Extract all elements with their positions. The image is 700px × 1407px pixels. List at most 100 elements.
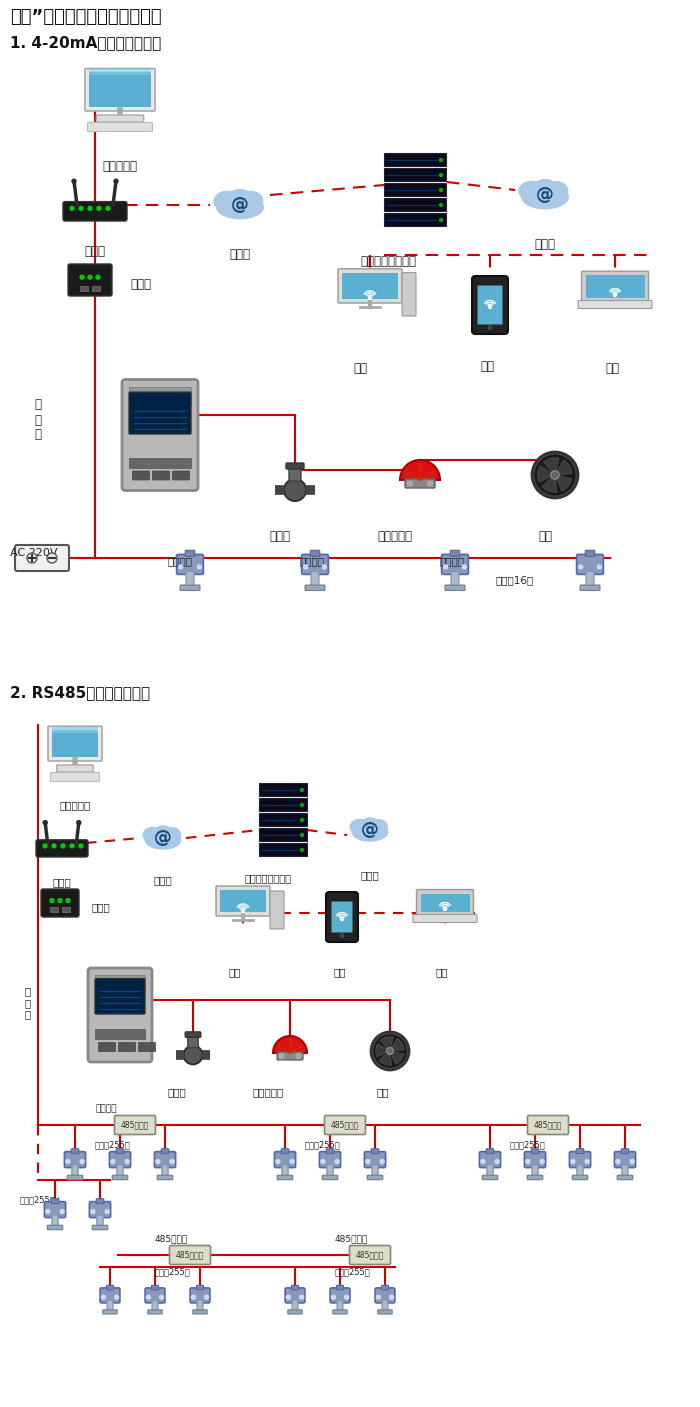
Text: 可连接255台: 可连接255台 — [510, 1140, 546, 1150]
FancyBboxPatch shape — [129, 393, 191, 433]
FancyBboxPatch shape — [288, 1310, 302, 1314]
Text: 485中继器: 485中继器 — [121, 1120, 149, 1130]
Ellipse shape — [154, 826, 172, 839]
FancyBboxPatch shape — [384, 183, 446, 196]
Circle shape — [43, 844, 47, 848]
Text: 终端: 终端 — [435, 967, 448, 976]
FancyBboxPatch shape — [100, 1287, 120, 1303]
Circle shape — [79, 844, 83, 848]
Circle shape — [377, 1296, 380, 1299]
Text: 可连接255台: 可连接255台 — [155, 1266, 190, 1276]
FancyBboxPatch shape — [319, 1151, 341, 1168]
Ellipse shape — [238, 191, 263, 210]
Circle shape — [340, 917, 344, 920]
FancyBboxPatch shape — [71, 1148, 78, 1154]
FancyBboxPatch shape — [176, 554, 204, 574]
FancyBboxPatch shape — [116, 1148, 124, 1154]
Circle shape — [368, 297, 372, 300]
Circle shape — [279, 1054, 284, 1058]
Circle shape — [300, 803, 304, 806]
Circle shape — [300, 1296, 304, 1299]
Circle shape — [60, 1210, 64, 1214]
Wedge shape — [381, 1037, 393, 1051]
FancyBboxPatch shape — [95, 978, 145, 1014]
FancyBboxPatch shape — [371, 1148, 379, 1154]
Circle shape — [88, 207, 92, 211]
Circle shape — [440, 173, 442, 176]
Circle shape — [463, 566, 466, 568]
Circle shape — [52, 844, 56, 848]
FancyBboxPatch shape — [472, 276, 508, 333]
FancyBboxPatch shape — [72, 1165, 78, 1178]
Circle shape — [146, 1296, 150, 1299]
Circle shape — [321, 1159, 325, 1164]
Wedge shape — [555, 460, 572, 476]
Circle shape — [570, 1159, 575, 1164]
FancyBboxPatch shape — [277, 1052, 303, 1059]
Circle shape — [296, 1054, 301, 1058]
Text: 互联网: 互联网 — [153, 875, 172, 885]
Ellipse shape — [162, 827, 181, 841]
Circle shape — [616, 1159, 620, 1164]
FancyBboxPatch shape — [450, 550, 460, 556]
Text: 转换器: 转换器 — [130, 279, 151, 291]
FancyBboxPatch shape — [585, 550, 595, 556]
FancyBboxPatch shape — [332, 902, 353, 933]
FancyBboxPatch shape — [585, 276, 645, 298]
FancyBboxPatch shape — [617, 1175, 633, 1179]
FancyBboxPatch shape — [63, 201, 127, 221]
FancyBboxPatch shape — [326, 892, 358, 943]
FancyBboxPatch shape — [311, 571, 319, 587]
Text: 互联网: 互联网 — [535, 238, 556, 250]
Circle shape — [125, 1159, 129, 1164]
Circle shape — [102, 1296, 106, 1299]
FancyBboxPatch shape — [532, 1165, 538, 1178]
Ellipse shape — [351, 822, 388, 841]
FancyBboxPatch shape — [67, 1175, 83, 1179]
Circle shape — [204, 1296, 209, 1299]
Circle shape — [440, 159, 442, 162]
FancyBboxPatch shape — [524, 1151, 545, 1168]
FancyBboxPatch shape — [582, 272, 648, 303]
FancyBboxPatch shape — [384, 198, 446, 211]
FancyBboxPatch shape — [622, 1148, 629, 1154]
Circle shape — [488, 325, 492, 329]
Circle shape — [178, 566, 183, 568]
Text: 电磁阀: 电磁阀 — [167, 1088, 186, 1097]
Circle shape — [43, 820, 47, 825]
Ellipse shape — [533, 179, 557, 196]
FancyBboxPatch shape — [615, 1151, 636, 1168]
FancyBboxPatch shape — [576, 1148, 584, 1154]
Circle shape — [300, 833, 304, 837]
Circle shape — [300, 788, 304, 792]
Text: 电脑: 电脑 — [229, 967, 241, 976]
Text: 485中继器: 485中继器 — [335, 1234, 368, 1242]
FancyBboxPatch shape — [259, 798, 307, 810]
Text: 风机: 风机 — [538, 530, 552, 543]
FancyBboxPatch shape — [117, 1165, 123, 1178]
FancyBboxPatch shape — [95, 1029, 145, 1038]
Text: 485中继器: 485中继器 — [155, 1234, 188, 1242]
Wedge shape — [273, 1036, 307, 1052]
FancyBboxPatch shape — [50, 908, 58, 912]
FancyBboxPatch shape — [372, 1165, 378, 1178]
FancyBboxPatch shape — [190, 1287, 210, 1303]
Circle shape — [597, 566, 601, 568]
Text: 安帕尔网络服务器: 安帕尔网络服务器 — [245, 872, 292, 884]
FancyBboxPatch shape — [337, 1286, 344, 1290]
FancyBboxPatch shape — [342, 273, 398, 300]
FancyBboxPatch shape — [106, 1286, 113, 1290]
FancyBboxPatch shape — [180, 585, 200, 591]
Text: 通
讯
线: 通 讯 线 — [25, 986, 31, 1020]
FancyBboxPatch shape — [158, 1175, 173, 1179]
FancyBboxPatch shape — [197, 1300, 203, 1311]
FancyBboxPatch shape — [172, 471, 190, 480]
Circle shape — [440, 218, 442, 221]
Circle shape — [79, 207, 83, 211]
FancyBboxPatch shape — [310, 550, 320, 556]
Text: 电磁阀: 电磁阀 — [270, 530, 290, 543]
Circle shape — [335, 1159, 339, 1164]
Circle shape — [111, 1159, 115, 1164]
FancyBboxPatch shape — [327, 1165, 333, 1178]
Text: 可连接255台: 可连接255台 — [335, 1266, 371, 1276]
